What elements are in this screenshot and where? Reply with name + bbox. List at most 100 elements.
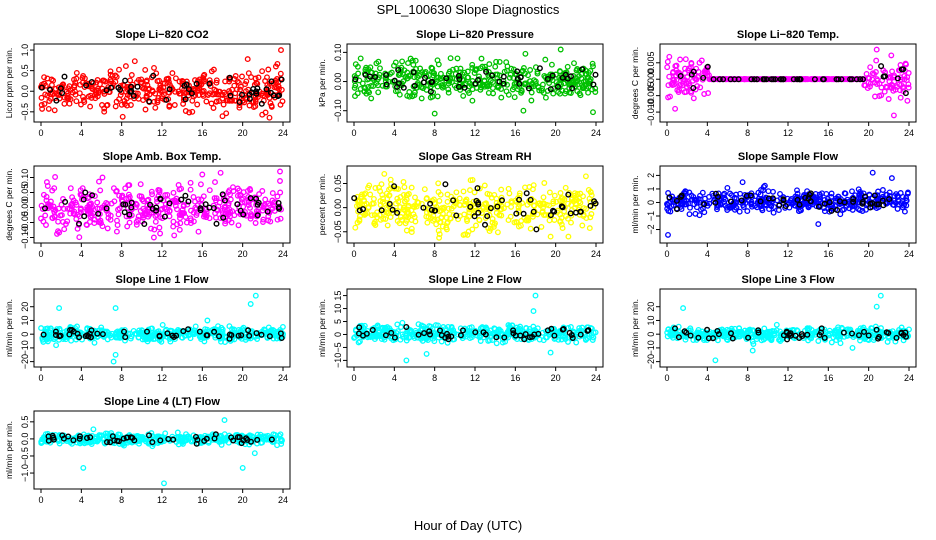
mean-point [95,210,102,217]
data-point [878,92,885,99]
data-point [418,95,425,102]
mean-point [99,331,106,338]
data-point [401,67,408,74]
data-point [434,83,441,90]
y-tick-label: 0 [646,200,656,205]
data-points [351,170,599,241]
data-point [188,217,194,224]
mean-point [255,199,262,206]
data-point [194,101,201,108]
data-point [558,201,565,208]
data-point [670,334,676,341]
mean-point [875,201,882,208]
data-point [445,86,452,93]
data-point [819,190,825,197]
mean-point [673,197,680,204]
data-point [505,217,512,224]
mean-point [704,326,711,333]
outlier-point [547,349,554,356]
data-point [904,97,911,104]
mean-point [816,332,823,339]
mean-point [882,73,889,80]
data-point [115,211,122,218]
data-point [104,433,110,440]
panel-title: Slope Gas Stream RH [418,151,531,163]
mean-point [134,83,141,90]
data-point [862,206,869,213]
mean-point [352,76,359,83]
data-point [666,73,673,80]
x-tick-label: 16 [823,249,833,259]
mean-point [787,330,794,337]
data-point [481,182,488,189]
data-point [164,191,171,198]
mean-point [428,206,435,213]
y-tick-label: −20 [20,354,30,369]
mean-point [755,329,762,336]
data-point [234,78,241,85]
data-point [357,213,363,220]
mean-point [880,202,887,209]
panel-3: Slope Li−820 Temp.0 4 8 12 16 20 24−0.010−0.00… [630,29,917,138]
mean-point [559,326,566,333]
data-point [415,321,422,328]
outlier-point [199,171,206,178]
data-point [733,330,740,337]
data-point [536,87,543,94]
y-axis-label: degrees C per min. [4,168,14,240]
data-point [159,321,166,328]
data-point [200,74,207,81]
mean-point [82,189,89,196]
mean-point [522,331,529,338]
y-axis-label: Licor ppm per min. [4,48,14,118]
data-point [408,329,414,336]
data-point [727,190,733,197]
data-point [166,207,173,214]
data-point [206,90,213,97]
data-point [259,188,266,194]
data-point [186,434,193,441]
data-point [777,190,783,197]
data-point [74,225,81,232]
y-tick-label: 10 [646,315,656,325]
mean-point [437,327,444,334]
data-point [467,200,474,207]
mean-point [89,192,96,199]
y-tick-label: −10 [333,353,343,368]
outlier-point [590,109,596,116]
data-point [394,328,401,335]
data-point [143,211,150,218]
mean-point [501,334,508,341]
mean-point [457,332,464,339]
data-point [222,437,229,444]
mean-point [859,200,866,207]
data-point [197,181,204,188]
x-tick-label: 4 [79,128,84,138]
mean-point [480,329,487,336]
data-point [250,104,257,110]
mean-point [266,333,273,340]
data-point [357,55,364,62]
mean-point [834,206,841,213]
data-point [551,217,558,223]
mean-point [461,84,468,91]
data-point [666,53,673,60]
mean-point [512,332,519,339]
x-tick-label: 4 [392,373,397,383]
data-point [377,65,383,72]
mean-point [747,192,754,199]
data-point [568,219,574,226]
data-point [85,93,92,100]
data-point [195,228,202,235]
data-point [904,190,911,197]
mean-point [143,328,150,335]
x-tick-label: 0 [351,128,356,138]
mean-point [196,328,203,335]
data-point [897,94,904,101]
data-point [464,74,471,81]
data-point [761,332,768,339]
y-tick-label: −2 [646,224,656,234]
data-point [486,191,493,198]
